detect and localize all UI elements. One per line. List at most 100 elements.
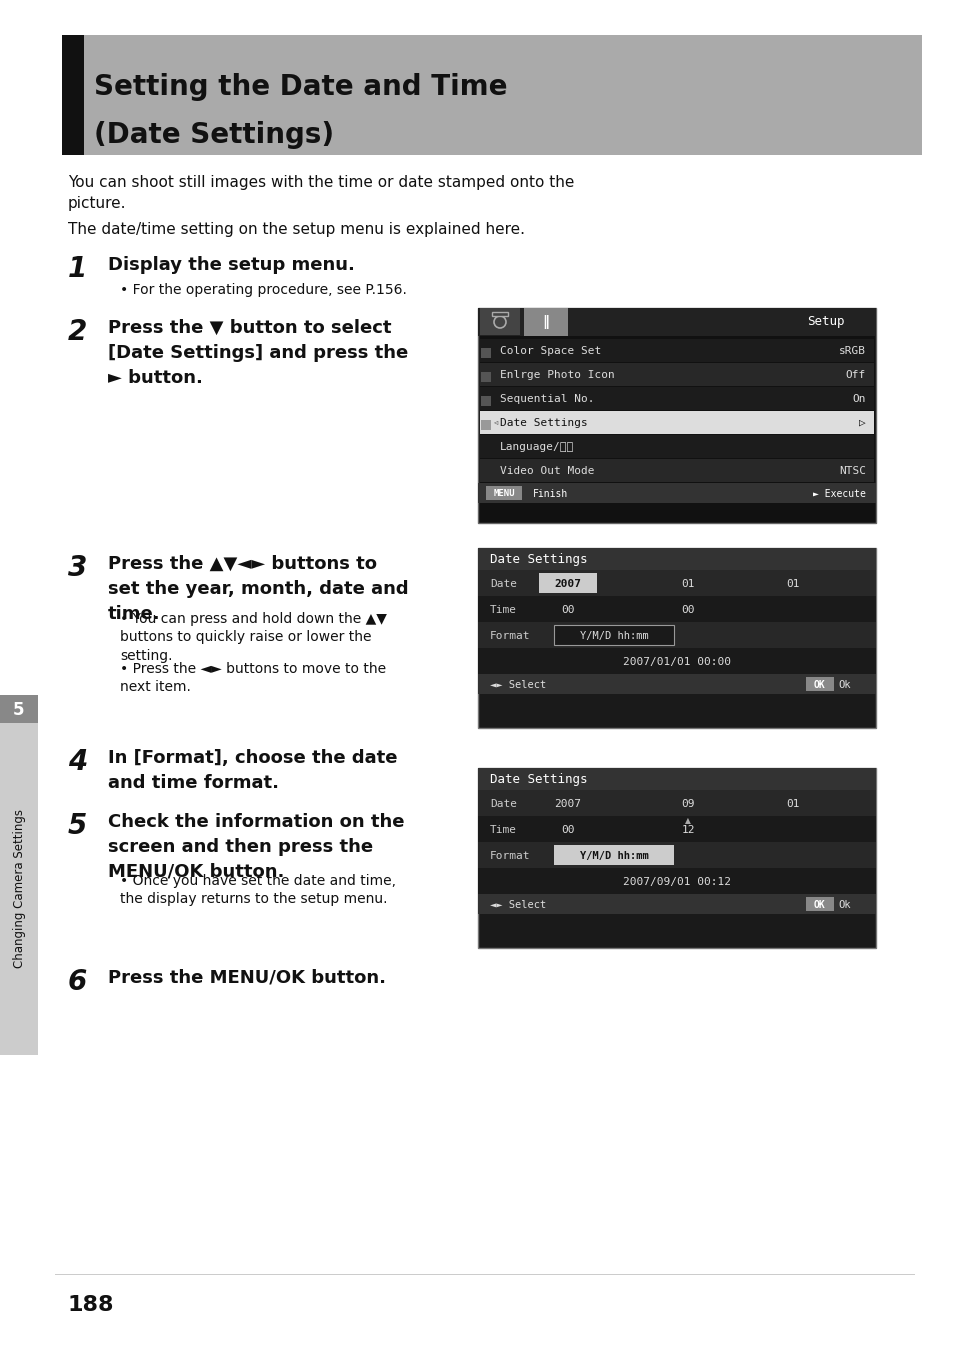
Text: The date/time setting on the setup menu is explained here.: The date/time setting on the setup menu … bbox=[68, 222, 524, 237]
Bar bbox=[480, 373, 491, 382]
Bar bbox=[523, 308, 567, 336]
Text: You can shoot still images with the time or date stamped onto the
picture.: You can shoot still images with the time… bbox=[68, 175, 574, 211]
Text: 12: 12 bbox=[680, 824, 694, 835]
Bar bbox=[62, 35, 84, 155]
Text: • Once you have set the date and time,
the display returns to the setup menu.: • Once you have set the date and time, t… bbox=[120, 874, 395, 907]
Text: 2: 2 bbox=[68, 317, 87, 346]
Text: • Press the ◄► buttons to move to the
next item.: • Press the ◄► buttons to move to the ne… bbox=[120, 662, 386, 694]
Text: Y/M/D hh:mm: Y/M/D hh:mm bbox=[579, 851, 648, 861]
Bar bbox=[492, 312, 507, 316]
Bar bbox=[479, 434, 873, 459]
Text: ◃: ◃ bbox=[494, 417, 497, 426]
Bar bbox=[480, 395, 491, 406]
Bar bbox=[554, 845, 673, 865]
Text: 2007: 2007 bbox=[554, 578, 581, 589]
Text: 2007/01/01 00:00: 2007/01/01 00:00 bbox=[622, 656, 730, 667]
Text: Setting the Date and Time: Setting the Date and Time bbox=[94, 73, 507, 101]
Bar bbox=[477, 842, 875, 868]
Text: Sequential No.: Sequential No. bbox=[499, 394, 594, 404]
Bar bbox=[477, 547, 875, 570]
Text: (Date Settings): (Date Settings) bbox=[94, 121, 334, 149]
Text: ▲: ▲ bbox=[684, 816, 690, 826]
Text: Off: Off bbox=[845, 370, 865, 381]
Bar bbox=[479, 459, 873, 482]
Text: 4: 4 bbox=[68, 748, 87, 776]
Text: ◄► Select: ◄► Select bbox=[490, 681, 546, 690]
Text: sRGB: sRGB bbox=[838, 346, 865, 356]
Text: OK: OK bbox=[813, 900, 825, 911]
Bar bbox=[477, 768, 875, 790]
Text: Press the MENU/OK button.: Press the MENU/OK button. bbox=[108, 968, 386, 987]
Text: OK: OK bbox=[813, 681, 825, 690]
Text: Enlrge Photo Icon: Enlrge Photo Icon bbox=[499, 370, 614, 381]
Text: NTSC: NTSC bbox=[838, 465, 865, 476]
Bar bbox=[477, 674, 875, 694]
Text: Date: Date bbox=[490, 799, 517, 808]
Text: ► Execute: ► Execute bbox=[812, 490, 865, 499]
Bar bbox=[477, 768, 875, 948]
Text: Finish: Finish bbox=[533, 490, 568, 499]
Text: Date Settings: Date Settings bbox=[499, 418, 587, 428]
Bar bbox=[477, 596, 875, 621]
Text: Video Out Mode: Video Out Mode bbox=[499, 465, 594, 476]
Bar bbox=[477, 308, 875, 523]
Text: MENU: MENU bbox=[493, 490, 515, 499]
Bar bbox=[477, 648, 875, 674]
Bar bbox=[0, 695, 38, 724]
Text: Check the information on the
screen and then press the
MENU/OK button.: Check the information on the screen and … bbox=[108, 812, 404, 881]
Bar bbox=[477, 483, 875, 503]
Bar bbox=[477, 816, 875, 842]
Bar bbox=[477, 308, 875, 336]
Text: Format: Format bbox=[490, 851, 530, 861]
Bar bbox=[480, 348, 491, 358]
Bar bbox=[479, 308, 519, 335]
Text: • For the operating procedure, see P.156.: • For the operating procedure, see P.156… bbox=[120, 282, 406, 297]
Text: ‖: ‖ bbox=[542, 315, 549, 330]
Text: 01: 01 bbox=[785, 799, 799, 808]
Text: Display the setup menu.: Display the setup menu. bbox=[108, 256, 355, 274]
Text: 5: 5 bbox=[13, 701, 25, 720]
Text: 00: 00 bbox=[680, 605, 694, 615]
Text: 3: 3 bbox=[68, 554, 87, 582]
Text: 00: 00 bbox=[560, 605, 574, 615]
Bar bbox=[477, 570, 875, 596]
Bar bbox=[477, 868, 875, 894]
Text: ◄► Select: ◄► Select bbox=[490, 900, 546, 911]
Bar bbox=[480, 420, 491, 430]
Bar bbox=[554, 625, 673, 646]
Text: Format: Format bbox=[490, 631, 530, 642]
Text: 2007/09/01 00:12: 2007/09/01 00:12 bbox=[622, 877, 730, 886]
Text: Press the ▼ button to select
[Date Settings] and press the
► button.: Press the ▼ button to select [Date Setti… bbox=[108, 319, 408, 387]
Bar bbox=[805, 897, 833, 911]
Text: Date Settings: Date Settings bbox=[490, 773, 587, 787]
Text: Y/M/D hh:mm: Y/M/D hh:mm bbox=[579, 631, 648, 642]
Text: Setup: Setup bbox=[806, 316, 843, 328]
Text: • You can press and hold down the ▲▼
buttons to quickly raise or lower the
setti: • You can press and hold down the ▲▼ but… bbox=[120, 612, 387, 663]
Bar bbox=[479, 363, 873, 386]
Text: Press the ▲▼◄► buttons to
set the year, month, date and
time.: Press the ▲▼◄► buttons to set the year, … bbox=[108, 555, 408, 623]
Bar bbox=[805, 677, 833, 691]
Bar bbox=[0, 695, 38, 1054]
Text: Time: Time bbox=[490, 605, 517, 615]
Text: 5: 5 bbox=[68, 812, 87, 841]
Bar bbox=[477, 547, 875, 728]
Text: Date Settings: Date Settings bbox=[490, 554, 587, 566]
Text: 6: 6 bbox=[68, 968, 87, 997]
Bar bbox=[538, 573, 597, 593]
Text: 188: 188 bbox=[68, 1295, 114, 1315]
Text: 09: 09 bbox=[680, 799, 694, 808]
Bar bbox=[479, 412, 873, 434]
Bar bbox=[477, 790, 875, 816]
Text: 1: 1 bbox=[68, 256, 87, 282]
Text: On: On bbox=[852, 394, 865, 404]
Bar bbox=[62, 35, 921, 155]
Text: 00: 00 bbox=[560, 824, 574, 835]
Text: Ok: Ok bbox=[837, 900, 850, 911]
Text: Time: Time bbox=[490, 824, 517, 835]
Text: Color Space Set: Color Space Set bbox=[499, 346, 600, 356]
Text: 2007: 2007 bbox=[554, 799, 581, 808]
Bar bbox=[479, 387, 873, 410]
Text: Ok: Ok bbox=[837, 681, 850, 690]
Text: Date: Date bbox=[490, 578, 517, 589]
Text: 01: 01 bbox=[680, 578, 694, 589]
